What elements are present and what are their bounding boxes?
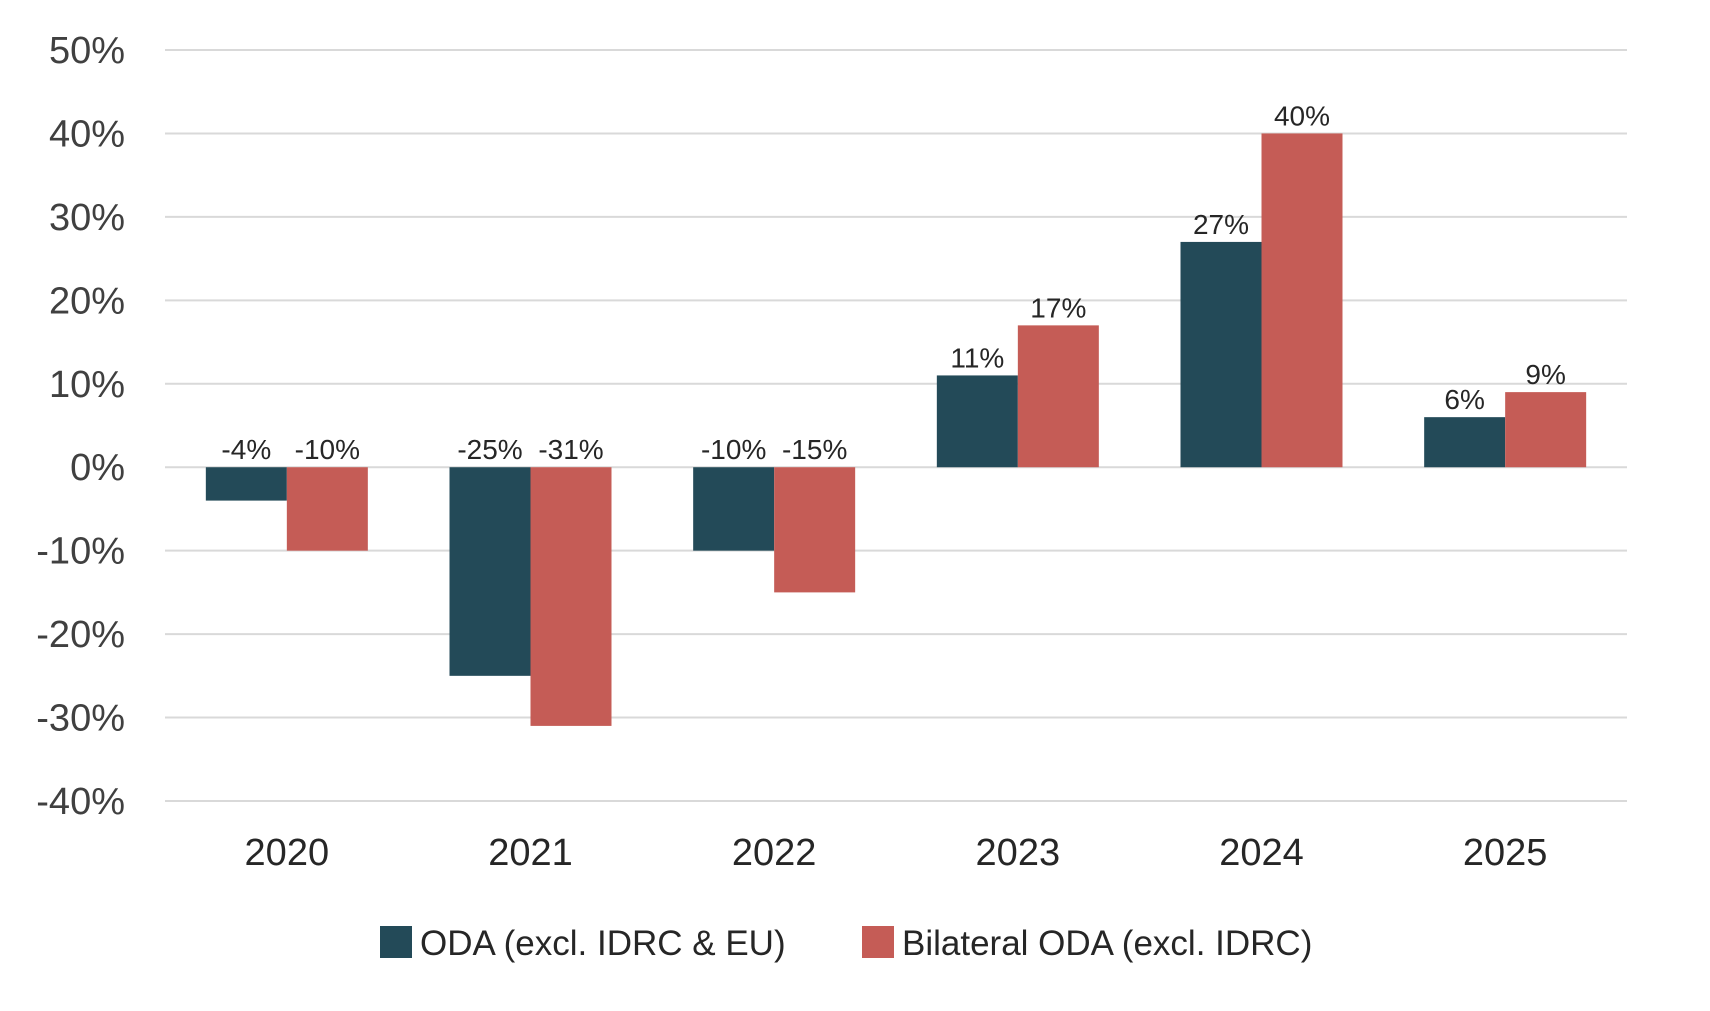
data-label: 27%	[1193, 209, 1249, 240]
data-label: -10%	[295, 434, 360, 465]
y-tick-label: 50%	[49, 30, 125, 72]
bar-bilateral-oda-2020	[286, 467, 368, 551]
y-axis: 50% 40% 30% 20% 10% 0% -10% -20% -30% -40%	[36, 30, 125, 823]
bar-oda-2025	[1424, 417, 1506, 468]
gridlines	[165, 49, 1627, 802]
x-tick-label: 2020	[245, 832, 330, 874]
x-tick-label: 2021	[488, 832, 573, 874]
legend-swatch	[862, 926, 894, 958]
y-tick-label: 20%	[49, 280, 125, 322]
x-axis: 2020 2021 2022 2023 2024 2025	[245, 832, 1548, 874]
y-tick-label: -40%	[36, 781, 125, 823]
bar-oda-2020	[205, 467, 287, 501]
data-label: 6%	[1444, 384, 1484, 415]
legend: ODA (excl. IDRC & EU) Bilateral ODA (excl…	[380, 924, 1312, 963]
bar-oda-2023	[936, 375, 1018, 468]
bar-bilateral-oda-2024	[1261, 133, 1343, 468]
y-tick-label: -10%	[36, 531, 125, 573]
y-tick-label: -20%	[36, 614, 125, 656]
legend-item-oda: ODA (excl. IDRC & EU)	[380, 924, 786, 963]
legend-label: ODA (excl. IDRC & EU)	[420, 924, 786, 963]
data-label: -15%	[782, 434, 847, 465]
data-label: 11%	[950, 342, 1004, 373]
data-label: 9%	[1525, 359, 1565, 390]
data-label: -4%	[221, 434, 271, 465]
bar-bilateral-oda-2023	[1017, 325, 1099, 468]
y-tick-label: 30%	[49, 197, 125, 239]
bar-oda-2021	[449, 467, 531, 676]
legend-label: Bilateral ODA (excl. IDRC)	[902, 924, 1312, 963]
data-label: -31%	[538, 434, 603, 465]
bar-oda-2024	[1180, 241, 1262, 468]
bar-oda-2022	[693, 467, 775, 551]
x-tick-label: 2024	[1219, 832, 1304, 874]
y-tick-label: 0%	[70, 447, 125, 489]
bar-bilateral-oda-2022	[774, 467, 856, 593]
data-labels: -4% -10% -25% -31% -10% -15% 11% 17% 27% 40% 6% 9%	[221, 100, 1565, 465]
bar-bilateral-oda-2025	[1505, 392, 1587, 468]
legend-item-bilateral-oda: Bilateral ODA (excl. IDRC)	[862, 924, 1312, 963]
x-tick-label: 2023	[976, 832, 1061, 874]
y-tick-label: 10%	[49, 364, 125, 406]
data-label: -25%	[457, 434, 522, 465]
data-label: 40%	[1274, 100, 1330, 131]
bars	[205, 133, 1587, 726]
bar-bilateral-oda-2021	[530, 467, 612, 726]
legend-swatch	[380, 926, 412, 958]
x-tick-label: 2025	[1463, 832, 1548, 874]
data-label: 17%	[1030, 292, 1086, 323]
data-label: -10%	[701, 434, 766, 465]
y-tick-label: 40%	[49, 113, 125, 155]
y-tick-label: -30%	[36, 698, 125, 740]
x-tick-label: 2022	[732, 832, 817, 874]
